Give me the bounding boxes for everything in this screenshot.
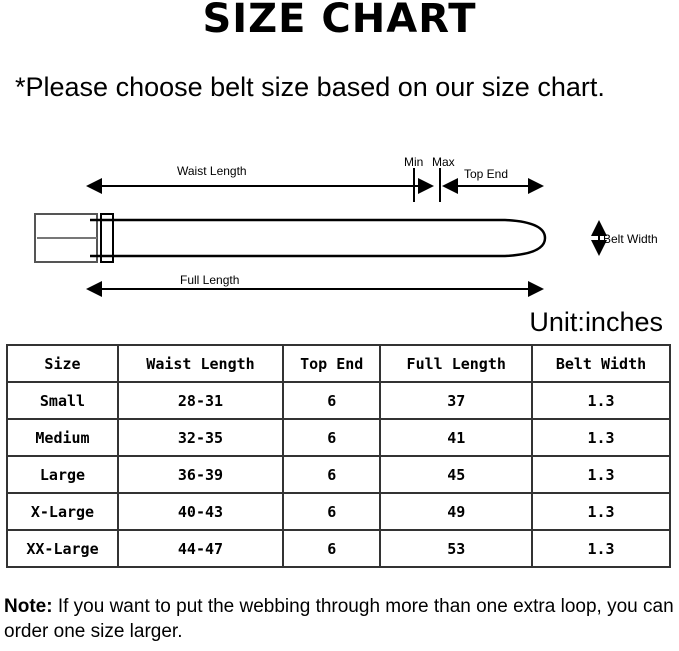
table-row: Large 36-39 6 45 1.3: [6, 455, 672, 494]
table-row: Small 28-31 6 37 1.3: [6, 381, 672, 420]
table-cell: 1.3: [530, 492, 672, 531]
full-length-label: Full Length: [180, 273, 239, 287]
max-label: Max: [432, 155, 455, 169]
header-cell: Top End: [281, 344, 382, 383]
note-label: Note:: [4, 596, 53, 617]
table-cell: 28-31: [116, 381, 284, 420]
belt-icon: [34, 213, 547, 263]
waist-length-label: Waist Length: [177, 164, 247, 178]
table-cell: 49: [379, 492, 533, 531]
note: Note: If you want to put the webbing thr…: [4, 594, 679, 644]
table-cell: 32-35: [116, 418, 284, 457]
table-row: XX-Large 44-47 6 53 1.3: [6, 529, 672, 568]
table-cell: 6: [281, 455, 382, 494]
belt-diagram: Waist Length Min Max Top End Belt Width …: [34, 155, 658, 297]
table-cell: XX-Large: [6, 529, 119, 568]
table-cell: 6: [281, 418, 382, 457]
table-header-row: Size Waist Length Top End Full Length Be…: [6, 344, 672, 383]
table-cell: 45: [379, 455, 533, 494]
table-cell: 40-43: [116, 492, 284, 531]
table-cell: 6: [281, 492, 382, 531]
min-label: Min: [404, 155, 423, 169]
unit-label: Unit:inches: [529, 307, 663, 337]
table-cell: 36-39: [116, 455, 284, 494]
intro-text: *Please choose belt size based on our si…: [15, 72, 605, 102]
table-cell: X-Large: [6, 492, 119, 531]
table-cell: Small: [6, 381, 119, 420]
header-cell: Size: [6, 344, 119, 383]
header-cell: Belt Width: [530, 344, 672, 383]
table-cell: 41: [379, 418, 533, 457]
page-title: SIZE CHART: [202, 0, 477, 42]
header-cell: Full Length: [379, 344, 533, 383]
table-cell: Medium: [6, 418, 119, 457]
top-end-label: Top End: [464, 167, 508, 181]
header-cell: Waist Length: [116, 344, 284, 383]
table-cell: 1.3: [530, 455, 672, 494]
belt-width-label: Belt Width: [603, 232, 658, 246]
table-cell: Large: [6, 455, 119, 494]
note-text: If you want to put the webbing through m…: [4, 596, 674, 642]
table-cell: 6: [281, 381, 382, 420]
table-cell: 37: [379, 381, 533, 420]
size-table: Size Waist Length Top End Full Length Be…: [6, 344, 672, 568]
table-cell: 44-47: [116, 529, 284, 568]
table-row: Medium 32-35 6 41 1.3: [6, 418, 672, 457]
table-cell: 6: [281, 529, 382, 568]
table-cell: 1.3: [530, 381, 672, 420]
table-cell: 1.3: [530, 529, 672, 568]
table-cell: 53: [379, 529, 533, 568]
table-row: X-Large 40-43 6 49 1.3: [6, 492, 672, 531]
table-cell: 1.3: [530, 418, 672, 457]
